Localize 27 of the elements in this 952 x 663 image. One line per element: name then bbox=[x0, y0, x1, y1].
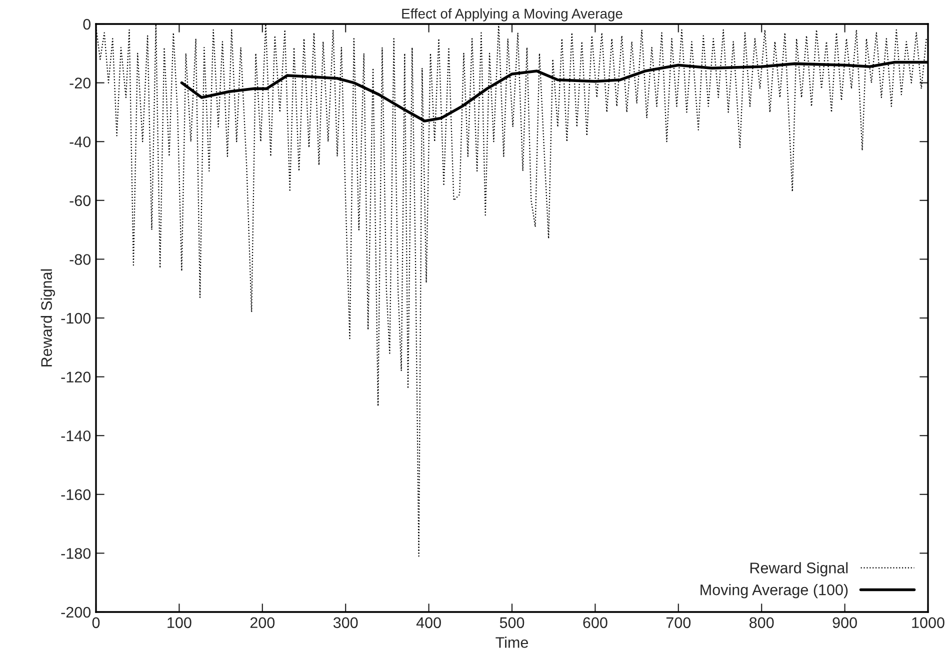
x-tick-label: 100 bbox=[168, 617, 192, 628]
x-axis-title: Time bbox=[496, 636, 528, 648]
y-tick-label: -160 bbox=[61, 489, 91, 500]
y-tick-label: -100 bbox=[61, 312, 91, 324]
x-tick-label: 200 bbox=[250, 617, 275, 628]
legend-label: Reward Signal bbox=[750, 562, 848, 576]
x-tick-label: 700 bbox=[666, 617, 691, 628]
x-tick-label: 900 bbox=[832, 617, 857, 628]
y-axis-title: Reward Signal bbox=[40, 269, 56, 366]
y-tick-label: -60 bbox=[70, 195, 91, 206]
x-tick-label: 1000 bbox=[912, 617, 944, 628]
x-tick-label: 800 bbox=[750, 617, 774, 628]
y-tick-label: -180 bbox=[61, 548, 91, 559]
chart-title: Effect of Applying a Moving Average bbox=[402, 8, 622, 22]
x-tick-label: 0 bbox=[92, 617, 100, 628]
x-tick-label: 300 bbox=[333, 617, 358, 628]
y-tick-label: -140 bbox=[61, 430, 91, 442]
y-tick-label: -20 bbox=[70, 78, 91, 88]
y-tick-label: -40 bbox=[70, 136, 91, 148]
y-tick-label: -120 bbox=[61, 372, 91, 382]
y-tick-label: 0 bbox=[83, 18, 91, 30]
y-tick-label: -80 bbox=[70, 254, 91, 265]
x-tick-label: 400 bbox=[416, 617, 441, 628]
x-tick-label: 500 bbox=[500, 617, 524, 628]
legend-label: Moving Average (100) bbox=[700, 584, 848, 598]
y-tick-label: -200 bbox=[61, 606, 91, 618]
x-tick-label: 600 bbox=[583, 617, 608, 628]
